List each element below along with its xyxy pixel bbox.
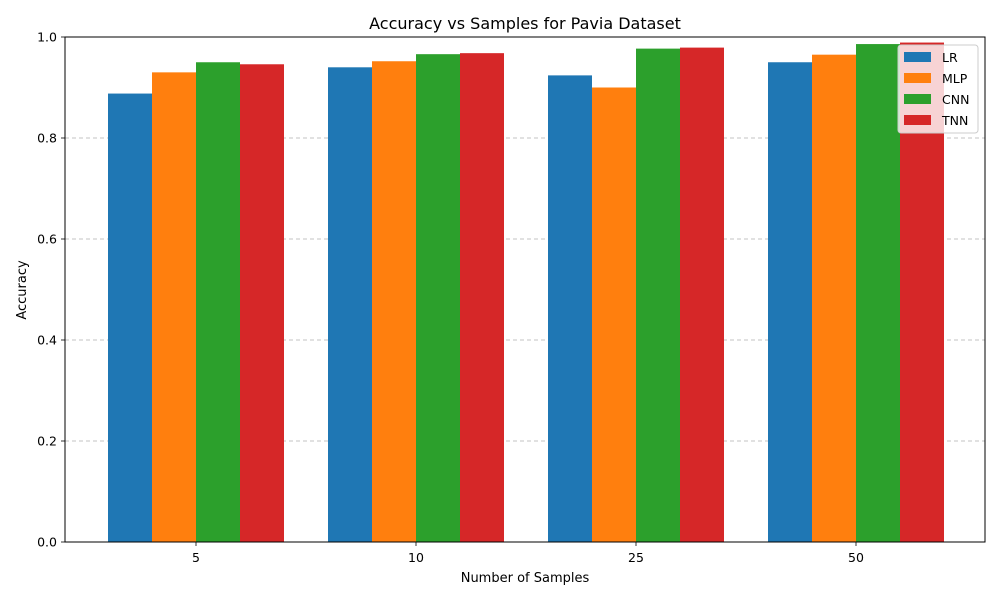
y-tick-label: 0.8 bbox=[37, 131, 57, 146]
bar-lr-25 bbox=[548, 75, 592, 542]
bar-tnn-25 bbox=[680, 47, 724, 542]
legend-label-mlp: MLP bbox=[942, 71, 968, 86]
legend-swatch-mlp bbox=[904, 73, 931, 83]
legend-swatch-tnn bbox=[904, 115, 931, 125]
plot-frame bbox=[64, 36, 986, 543]
bar-cnn-5 bbox=[196, 62, 240, 542]
bar-lr-10 bbox=[328, 67, 372, 543]
x-tick-label: 25 bbox=[628, 550, 644, 565]
bar-mlp-50 bbox=[812, 54, 856, 543]
bar-lr-50 bbox=[768, 62, 812, 542]
bar-tnn-5 bbox=[240, 64, 284, 543]
bars bbox=[108, 42, 944, 543]
bar-lr-5 bbox=[108, 93, 152, 542]
ticks: 0.0 0.2 0.4 0.6 0.8 1.0 5 10 25 50 bbox=[37, 30, 864, 566]
y-tick-label: 0.2 bbox=[37, 434, 57, 449]
y-axis-label: Accuracy bbox=[15, 260, 30, 320]
legend: LR MLP CNN TNN bbox=[897, 44, 979, 134]
y-tick-label: 0.0 bbox=[37, 535, 57, 550]
legend-box bbox=[897, 44, 979, 134]
legend-label-tnn: TNN bbox=[941, 113, 968, 128]
bar-cnn-10 bbox=[416, 54, 460, 543]
bar-mlp-5 bbox=[152, 72, 196, 542]
legend-label-lr: LR bbox=[942, 50, 958, 65]
legend-swatch-lr bbox=[904, 52, 931, 62]
bar-cnn-25 bbox=[636, 48, 680, 543]
axes bbox=[64, 36, 986, 543]
x-tick-label: 10 bbox=[408, 550, 424, 565]
y-tick-label: 0.6 bbox=[37, 232, 57, 247]
legend-label-cnn: CNN bbox=[942, 92, 969, 107]
bar-mlp-10 bbox=[372, 61, 416, 543]
legend-swatch-cnn bbox=[904, 94, 931, 104]
bar-cnn-50 bbox=[856, 44, 900, 542]
x-tick-label: 5 bbox=[192, 550, 200, 565]
y-tick-label: 1.0 bbox=[37, 30, 57, 45]
chart-title: Accuracy vs Samples for Pavia Dataset bbox=[369, 14, 681, 33]
y-tick-label: 0.4 bbox=[37, 333, 57, 348]
x-axis-label: Number of Samples bbox=[461, 571, 590, 586]
bar-tnn-10 bbox=[460, 53, 504, 542]
x-tick-label: 50 bbox=[848, 550, 864, 565]
bar-mlp-25 bbox=[592, 87, 636, 542]
